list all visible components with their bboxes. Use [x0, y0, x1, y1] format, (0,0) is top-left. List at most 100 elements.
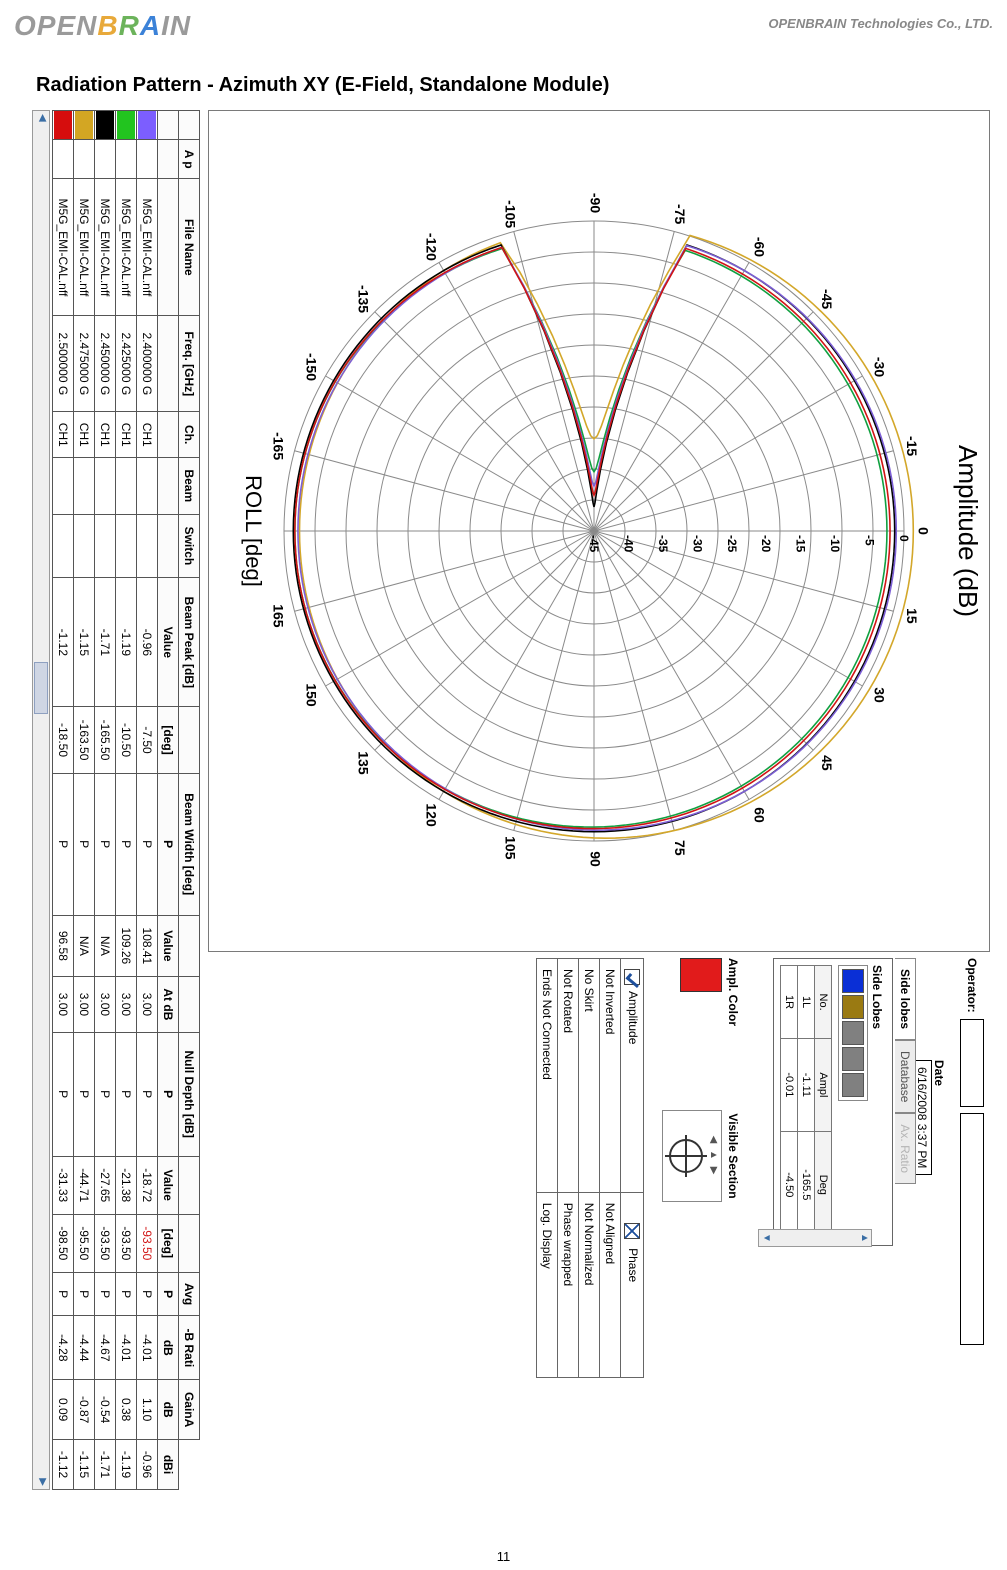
flag-cell[interactable]: Not Inverted	[600, 959, 621, 1193]
swatch[interactable]	[842, 1047, 864, 1071]
scroll-up-icon[interactable]: ▲	[857, 1233, 871, 1243]
scroll-thumb[interactable]	[34, 662, 48, 714]
file-table-wrap: A pFile NameFreq. [GHz]Ch.BeamSwitchBeam…	[32, 110, 200, 1490]
svg-text:-90: -90	[587, 193, 603, 213]
svg-text:-25: -25	[725, 535, 739, 553]
operator-field-row: Operator:	[960, 958, 984, 1345]
sidelobes-title: Side Lobes	[868, 965, 886, 1239]
svg-text:120: 120	[423, 803, 439, 827]
ampl-color-swatch[interactable]	[680, 958, 722, 992]
svg-text:-45: -45	[587, 535, 601, 553]
flags-table-block: Amplitude PhaseNot InvertedNot AlignedNo…	[536, 958, 644, 1378]
swatch[interactable]	[842, 969, 864, 993]
polar-chart-frame: Amplitude (dB) 0 15 30 45 60 75 90 105 120 135 150…	[208, 110, 990, 952]
flag-cell[interactable]: Ends Not Connected	[537, 959, 558, 1193]
page: OPENBRAIN OPENBRAIN Technologies Co., LT…	[0, 0, 1007, 1570]
axis-label: ROLL [deg]	[240, 111, 272, 951]
svg-text:90: 90	[587, 851, 603, 867]
flag-cell[interactable]: Not Normalized	[579, 1192, 600, 1377]
svg-text:-10: -10	[828, 535, 842, 553]
svg-text:150: 150	[303, 683, 319, 707]
svg-text:-15: -15	[904, 436, 920, 456]
svg-text:0: 0	[915, 527, 931, 535]
operator-label: Operator:	[965, 958, 979, 1013]
svg-text:105: 105	[502, 836, 518, 860]
company-name: OPENBRAIN Technologies Co., LTD.	[768, 10, 993, 31]
swatch[interactable]	[842, 995, 864, 1019]
file-table: A pFile NameFreq. [GHz]Ch.BeamSwitchBeam…	[52, 110, 200, 1490]
tab-axratio[interactable]: Ax. Ratio	[895, 1113, 916, 1184]
svg-text:-150: -150	[303, 353, 319, 381]
main-panel: Amplitude (dB) 0 15 30 45 60 75 90 105 120 135 150…	[30, 100, 1000, 1500]
scroll-down-icon[interactable]: ▼	[759, 1233, 773, 1243]
svg-text:-35: -35	[656, 535, 670, 553]
date-label: Date	[932, 1060, 946, 1175]
ampl-color-block: Ampl. Color	[677, 958, 740, 1026]
svg-text:135: 135	[355, 751, 371, 775]
flag-cell[interactable]: Phase wrapped	[558, 1192, 579, 1377]
flag-cell[interactable]: Log. Display	[537, 1192, 558, 1377]
table-row[interactable]: M5G_EMI-CAL.nff2.450000 GCH1-1.71-165.50…	[95, 111, 116, 1490]
page-title: Radiation Pattern - Azimuth XY (E-Field,…	[0, 46, 1007, 105]
flags-table: Amplitude PhaseNot InvertedNot AlignedNo…	[536, 958, 644, 1378]
svg-text:-30: -30	[871, 357, 887, 377]
ampl-color-label: Ampl. Color	[726, 958, 740, 1026]
table-row[interactable]: M5G_EMI-CAL.nff2.475000 GCH1-1.15-163.50…	[74, 111, 95, 1490]
tab-sidelobes[interactable]: Side lobes	[895, 958, 916, 1040]
rotated-content: Amplitude (dB) 0 15 30 45 60 75 90 105 120 135 150…	[0, 100, 1007, 1530]
svg-text:75: 75	[672, 840, 688, 856]
file-table-hscrollbar[interactable]: ◀ ▶	[32, 110, 50, 1490]
svg-text:30: 30	[871, 687, 887, 703]
swatch[interactable]	[842, 1073, 864, 1097]
svg-text:-120: -120	[423, 233, 439, 261]
date-box: Date 6/16/2008 3:37 PM	[912, 1060, 946, 1175]
svg-text:165: 165	[272, 604, 286, 628]
sidelobes-table: No.AmplDeg1L-1.11-165.51R-0.01-4.50	[780, 965, 832, 1239]
table-row[interactable]: M5G_EMI-CAL.nff2.500000 GCH1-1.12-18.50P…	[53, 111, 74, 1490]
svg-text:-30: -30	[690, 535, 704, 553]
visible-section-label: Visible Section	[726, 1110, 740, 1202]
sidelobes-panel: Side lobes Database Ax. Ratio Side Lobes…	[773, 958, 916, 1498]
scroll-left-icon[interactable]: ◀	[36, 111, 49, 125]
arrows-icon: ◀ ▲ ▶	[708, 1136, 719, 1177]
svg-text:-60: -60	[751, 237, 767, 257]
table-row[interactable]: M5G_EMI-CAL.nff2.400000 GCH1-0.96-7.50P1…	[137, 111, 158, 1490]
svg-text:-20: -20	[759, 535, 773, 553]
table-row[interactable]: M5G_EMI-CAL.nff2.425000 GCH1-1.19-10.50P…	[116, 111, 137, 1490]
visible-section-block: Visible Section ◀ ▲ ▶	[662, 1110, 740, 1202]
phase-checkbox[interactable]	[624, 1223, 640, 1239]
extra-input[interactable]	[960, 1113, 984, 1345]
chart-title: Amplitude (dB)	[952, 111, 989, 951]
svg-text:60: 60	[751, 807, 767, 823]
page-number: 11	[0, 1549, 1007, 1564]
page-header: OPENBRAIN OPENBRAIN Technologies Co., LT…	[0, 0, 1007, 46]
svg-text:180: 180	[272, 519, 275, 543]
svg-text:-45: -45	[819, 289, 835, 309]
svg-text:-5: -5	[863, 535, 877, 546]
flag-cell[interactable]: Not Rotated	[558, 959, 579, 1193]
flag-cell[interactable]: No Skirt	[579, 959, 600, 1193]
target-icon	[669, 1139, 703, 1173]
svg-text:-165: -165	[272, 432, 286, 460]
amplitude-checkbox[interactable]	[624, 969, 640, 985]
operator-input[interactable]	[960, 1019, 984, 1107]
tab-database[interactable]: Database	[895, 1040, 916, 1113]
svg-text:-40: -40	[621, 535, 635, 553]
brand-logo: OPENBRAIN	[14, 10, 191, 42]
visible-section-widget[interactable]: ◀ ▲ ▶	[662, 1110, 722, 1202]
svg-text:45: 45	[819, 755, 835, 771]
sidelobes-box: Side Lobes No.AmplDeg1L-1.11-165.51R-0.0…	[773, 958, 893, 1246]
polar-chart: 0 15 30 45 60 75 90 105 120 135 150 165 180 -15 -30 -45…	[272, 111, 952, 951]
svg-text:15: 15	[904, 608, 920, 624]
flag-cell[interactable]: Not Aligned	[600, 1192, 621, 1377]
sidelobes-scrollbar[interactable]: ▲ ▼	[758, 1229, 872, 1247]
scroll-right-icon[interactable]: ▶	[36, 1475, 49, 1489]
svg-text:-75: -75	[672, 204, 688, 224]
svg-text:-135: -135	[355, 285, 371, 313]
svg-text:-15: -15	[794, 535, 808, 553]
sidelobes-swatches	[838, 965, 868, 1101]
side-tabs: Side lobes Database Ax. Ratio	[895, 958, 916, 1498]
svg-text:-105: -105	[502, 200, 518, 228]
swatch[interactable]	[842, 1021, 864, 1045]
svg-text:0: 0	[897, 535, 911, 542]
